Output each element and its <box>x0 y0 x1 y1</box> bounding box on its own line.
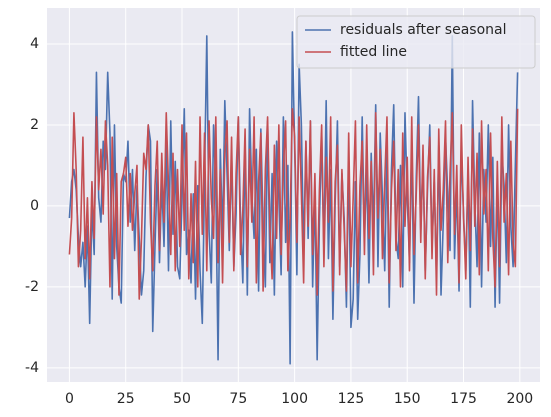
x-tick-label: 75 <box>229 391 247 407</box>
x-tick-label: 125 <box>338 391 365 407</box>
legend: residuals after seasonal fitted line <box>296 15 536 69</box>
x-tick-label: 175 <box>450 391 477 407</box>
y-tick-label: 4 <box>30 36 39 52</box>
x-tick-label: 0 <box>65 391 74 407</box>
x-tick-label: 50 <box>173 391 191 407</box>
legend-label: fitted line <box>340 44 407 60</box>
x-tick-label: 100 <box>281 391 308 407</box>
y-tick-label: -4 <box>25 360 39 376</box>
y-tick-label: 0 <box>30 198 39 214</box>
series-line <box>68 107 519 300</box>
x-tick-label: 200 <box>506 391 533 407</box>
legend-frame <box>296 15 536 69</box>
x-tick-label: 25 <box>117 391 135 407</box>
x-tick-label: 150 <box>394 391 421 407</box>
legend-label: residuals after seasonal <box>340 22 506 38</box>
y-tick-label: 2 <box>30 117 39 133</box>
series-line <box>68 31 519 365</box>
y-tick-label: -2 <box>25 279 39 295</box>
